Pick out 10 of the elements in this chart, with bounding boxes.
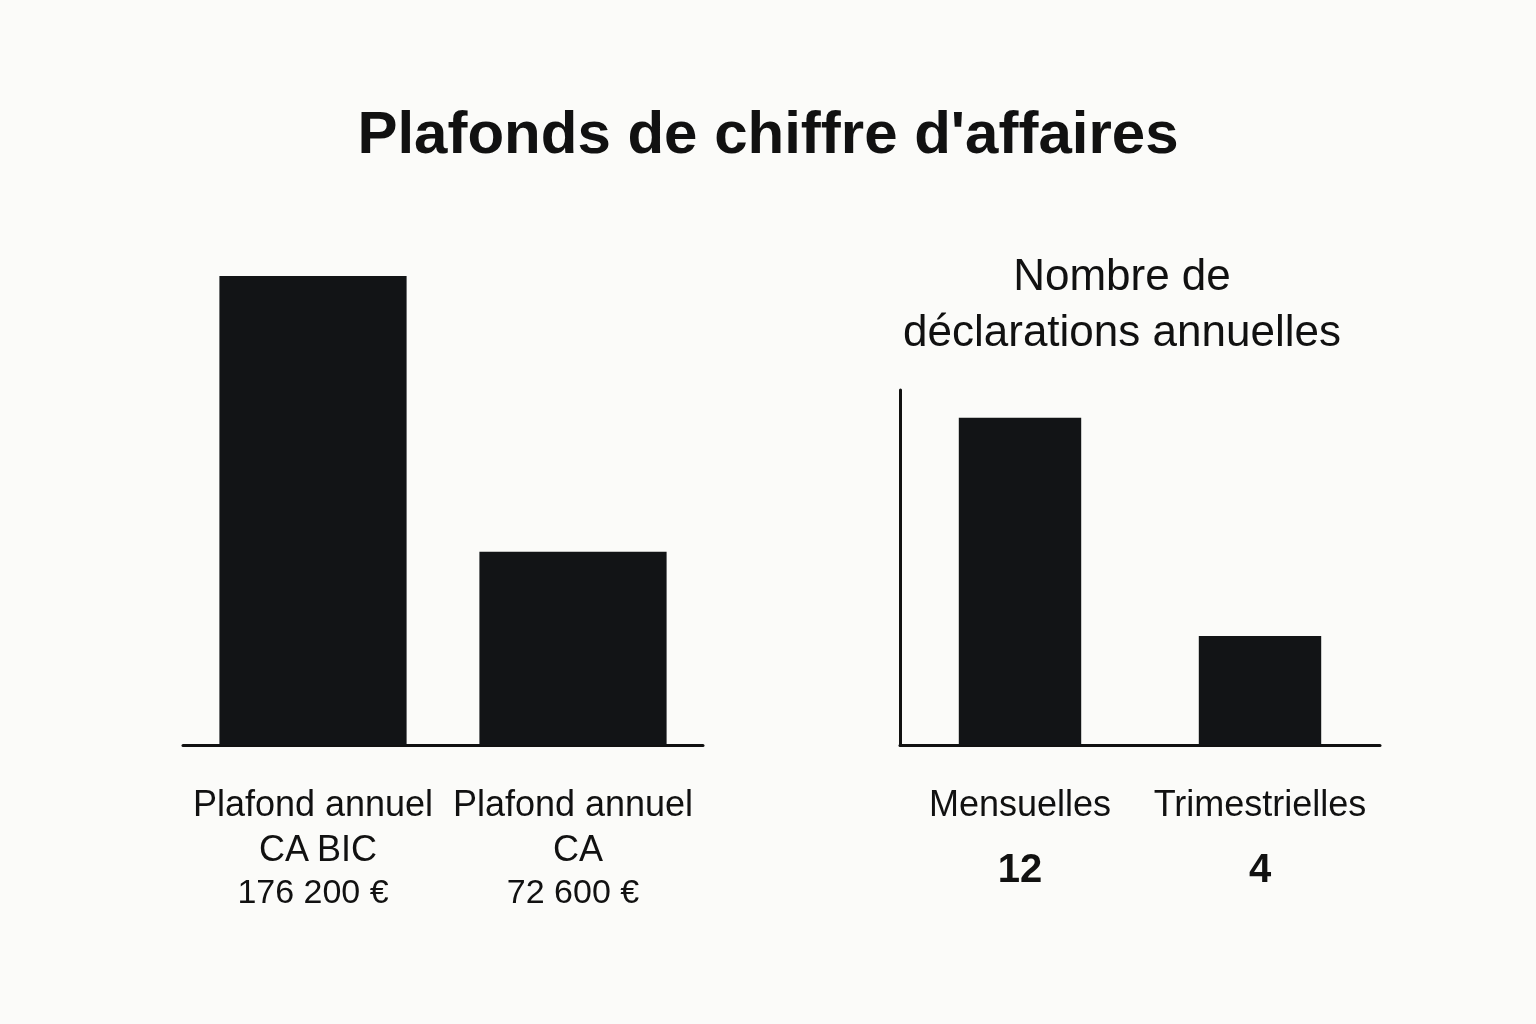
data-label: 176 200 € xyxy=(237,872,389,910)
data-label: 4 xyxy=(1248,846,1272,890)
data-label: 72 600 € xyxy=(506,872,640,910)
x-tick-label: Trimestrielles xyxy=(1153,783,1367,824)
x-tick-label: Plafond annuel CA BIC xyxy=(192,783,434,869)
chart-title: Plafonds de chiffre d'affaires xyxy=(356,98,1180,168)
data-label: 12 xyxy=(997,846,1043,890)
chart-title: Nombre de déclarations annuelles xyxy=(902,249,1342,357)
x-tick-label: Plafond annuel CA xyxy=(452,783,694,869)
x-tick-label: Mensuelles xyxy=(928,783,1112,824)
